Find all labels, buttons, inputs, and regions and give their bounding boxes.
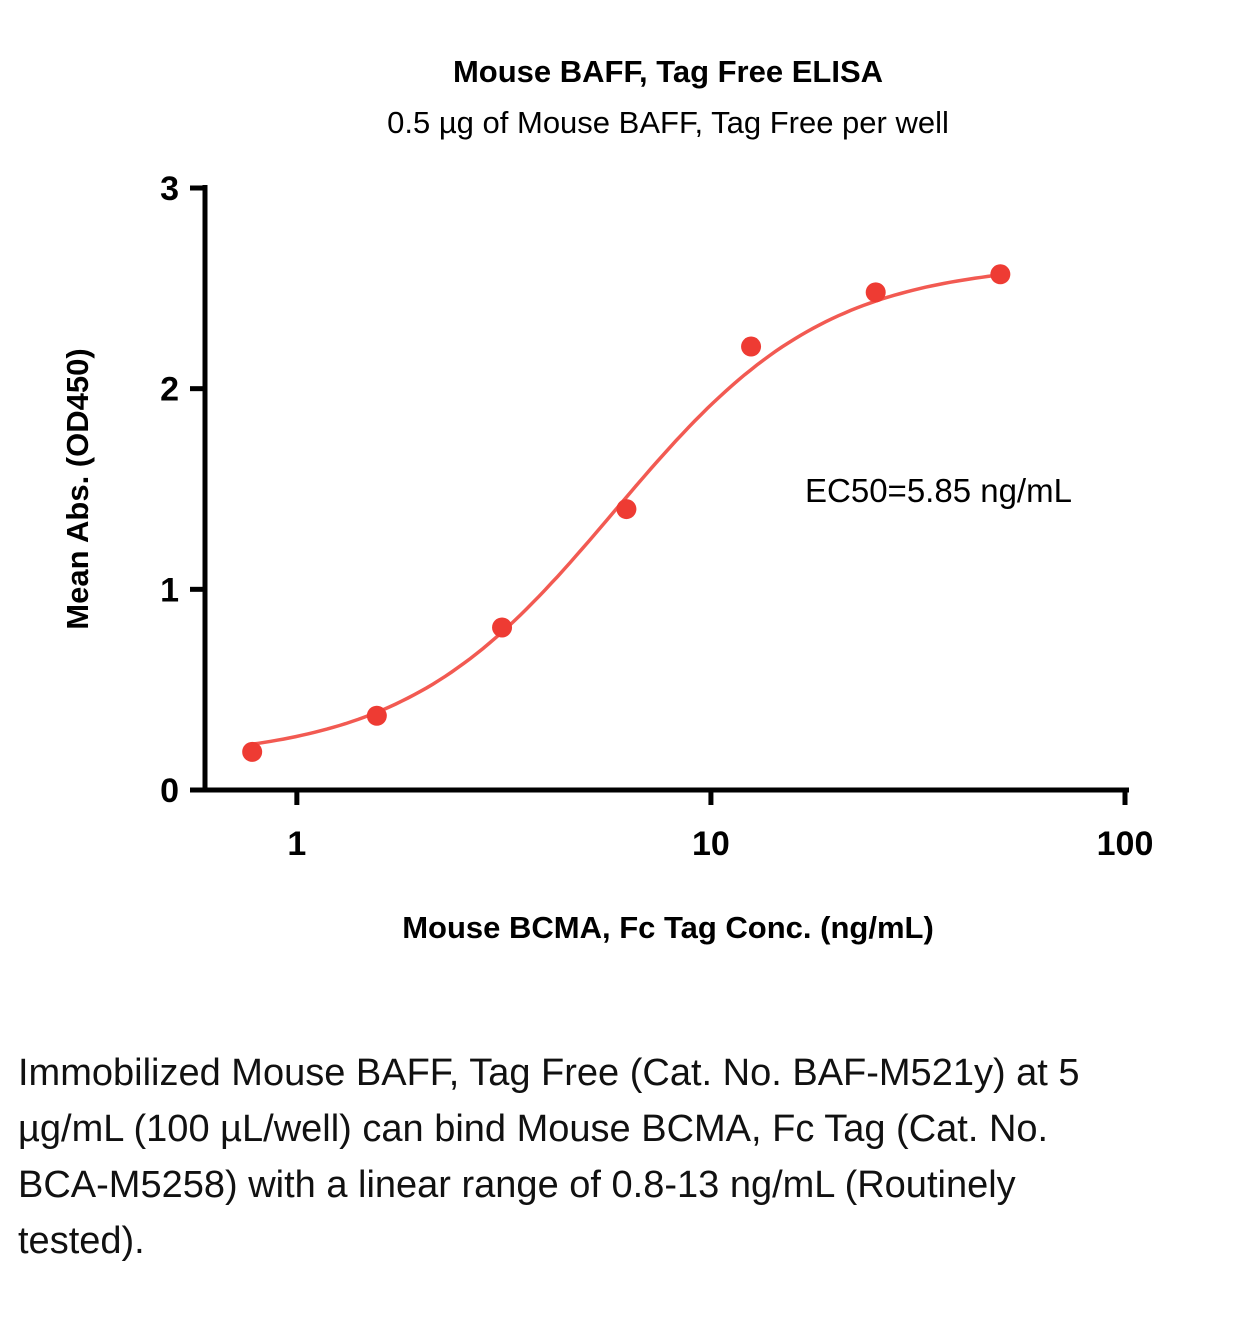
x-tick-label: 1 (287, 825, 306, 863)
elisa-chart: Mouse BAFF, Tag Free ELISA 0.5 µg of Mou… (60, 54, 1153, 945)
y-tick-label: 1 (160, 571, 179, 609)
y-tick-label: 0 (160, 772, 179, 810)
x-tick-label: 10 (692, 825, 730, 863)
data-point (990, 264, 1011, 285)
chart-subtitle: 0.5 µg of Mouse BAFF, Tag Free per well (387, 105, 949, 140)
y-tick-label: 2 (160, 371, 179, 409)
data-point (741, 336, 762, 357)
data-point (492, 617, 513, 638)
data-point (616, 499, 637, 520)
x-tick-label: 100 (1097, 825, 1154, 863)
chart-title: Mouse BAFF, Tag Free ELISA (453, 54, 883, 89)
data-point (366, 705, 387, 726)
x-axis-label: Mouse BCMA, Fc Tag Conc. (ng/mL) (402, 910, 934, 945)
data-points-layer (242, 264, 1011, 762)
y-tick-label: 3 (160, 170, 179, 208)
data-point (865, 282, 886, 303)
data-point (242, 741, 263, 762)
y-axis-label: Mean Abs. (OD450) (60, 348, 95, 629)
axes-layer: 0 1 2 3 1 10 100 (160, 170, 1153, 863)
ec50-annotation: EC50=5.85 ng/mL (805, 472, 1072, 509)
figure-caption: Immobilized Mouse BAFF, Tag Free (Cat. N… (18, 1052, 1080, 1262)
